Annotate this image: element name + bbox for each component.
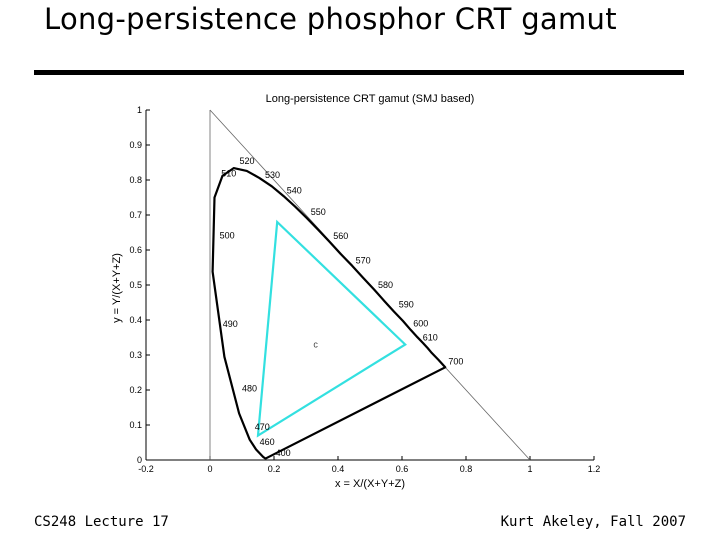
chromaticity-chart: Long-persistence CRT gamut (SMJ based) -… <box>111 93 600 490</box>
chart-title: Long-persistence CRT gamut (SMJ based) <box>266 93 475 105</box>
y-tick-label: 0.9 <box>129 140 142 150</box>
chart-container: Long-persistence CRT gamut (SMJ based) -… <box>100 84 620 504</box>
x-tick-label: 0.2 <box>268 464 281 474</box>
wavelength-label: 520 <box>239 156 254 166</box>
y-tick-label: 0.7 <box>129 210 142 220</box>
wavelength-label: 480 <box>242 383 257 393</box>
y-axis-label: y = Y/(X+Y+Z) <box>111 253 123 323</box>
y-tick-label: 0.6 <box>129 245 142 255</box>
y-tick-label: 0.3 <box>129 350 142 360</box>
wavelength-label: 470 <box>255 422 270 432</box>
plot-area: -0.2 0 0.2 0.4 0.6 0.8 1 1.200.10.20.30.40.50.6… <box>129 105 600 474</box>
wavelength-label: 610 <box>423 333 438 343</box>
y-tick-label: 0.8 <box>129 175 142 185</box>
x-tick-label: 0 <box>207 464 212 474</box>
x-axis-label: x = X/(X+Y+Z) <box>335 478 405 490</box>
y-tick-label: 0.1 <box>129 420 142 430</box>
wavelength-label: 700 <box>448 356 463 366</box>
x-tick-label: 1.2 <box>588 464 601 474</box>
wavelength-label: 510 <box>221 169 236 179</box>
wavelength-label: 600 <box>413 319 428 329</box>
wavelength-label: 560 <box>333 231 348 241</box>
x-tick-label: -0.2 <box>138 464 154 474</box>
wavelength-label: 490 <box>223 319 238 329</box>
title-rule <box>34 70 684 75</box>
white-point-marker: c <box>313 340 318 350</box>
slide-title: Long-persistence phosphor CRT gamut <box>44 2 617 36</box>
wavelength-label: 570 <box>356 256 371 266</box>
y-tick-label: 0.5 <box>129 280 142 290</box>
wavelength-label: 540 <box>287 186 302 196</box>
wavelength-label: 590 <box>399 299 414 309</box>
y-tick-label: 0.2 <box>129 385 142 395</box>
x-tick-label: 0.4 <box>332 464 345 474</box>
x-tick-label: 0.6 <box>396 464 409 474</box>
y-tick-label: 1 <box>137 105 142 115</box>
wavelength-label: 530 <box>265 170 280 180</box>
spectral-locus-series <box>211 166 447 460</box>
x-tick-label: 0.8 <box>460 464 473 474</box>
footer-author: Kurt Akeley, Fall 2007 <box>500 514 686 530</box>
wavelength-label: 400 <box>276 448 291 458</box>
y-tick-label: 0 <box>137 455 142 465</box>
y-tick-label: 0.4 <box>129 315 142 325</box>
x-tick-label: 1 <box>527 464 532 474</box>
wavelength-label: 500 <box>220 230 235 240</box>
wavelength-label: 460 <box>260 437 275 447</box>
footer-course: CS248 Lecture 17 <box>34 514 169 530</box>
wavelength-label: 580 <box>378 280 393 290</box>
gamut-triangle-series <box>256 219 407 438</box>
wavelength-label: 550 <box>311 207 326 217</box>
